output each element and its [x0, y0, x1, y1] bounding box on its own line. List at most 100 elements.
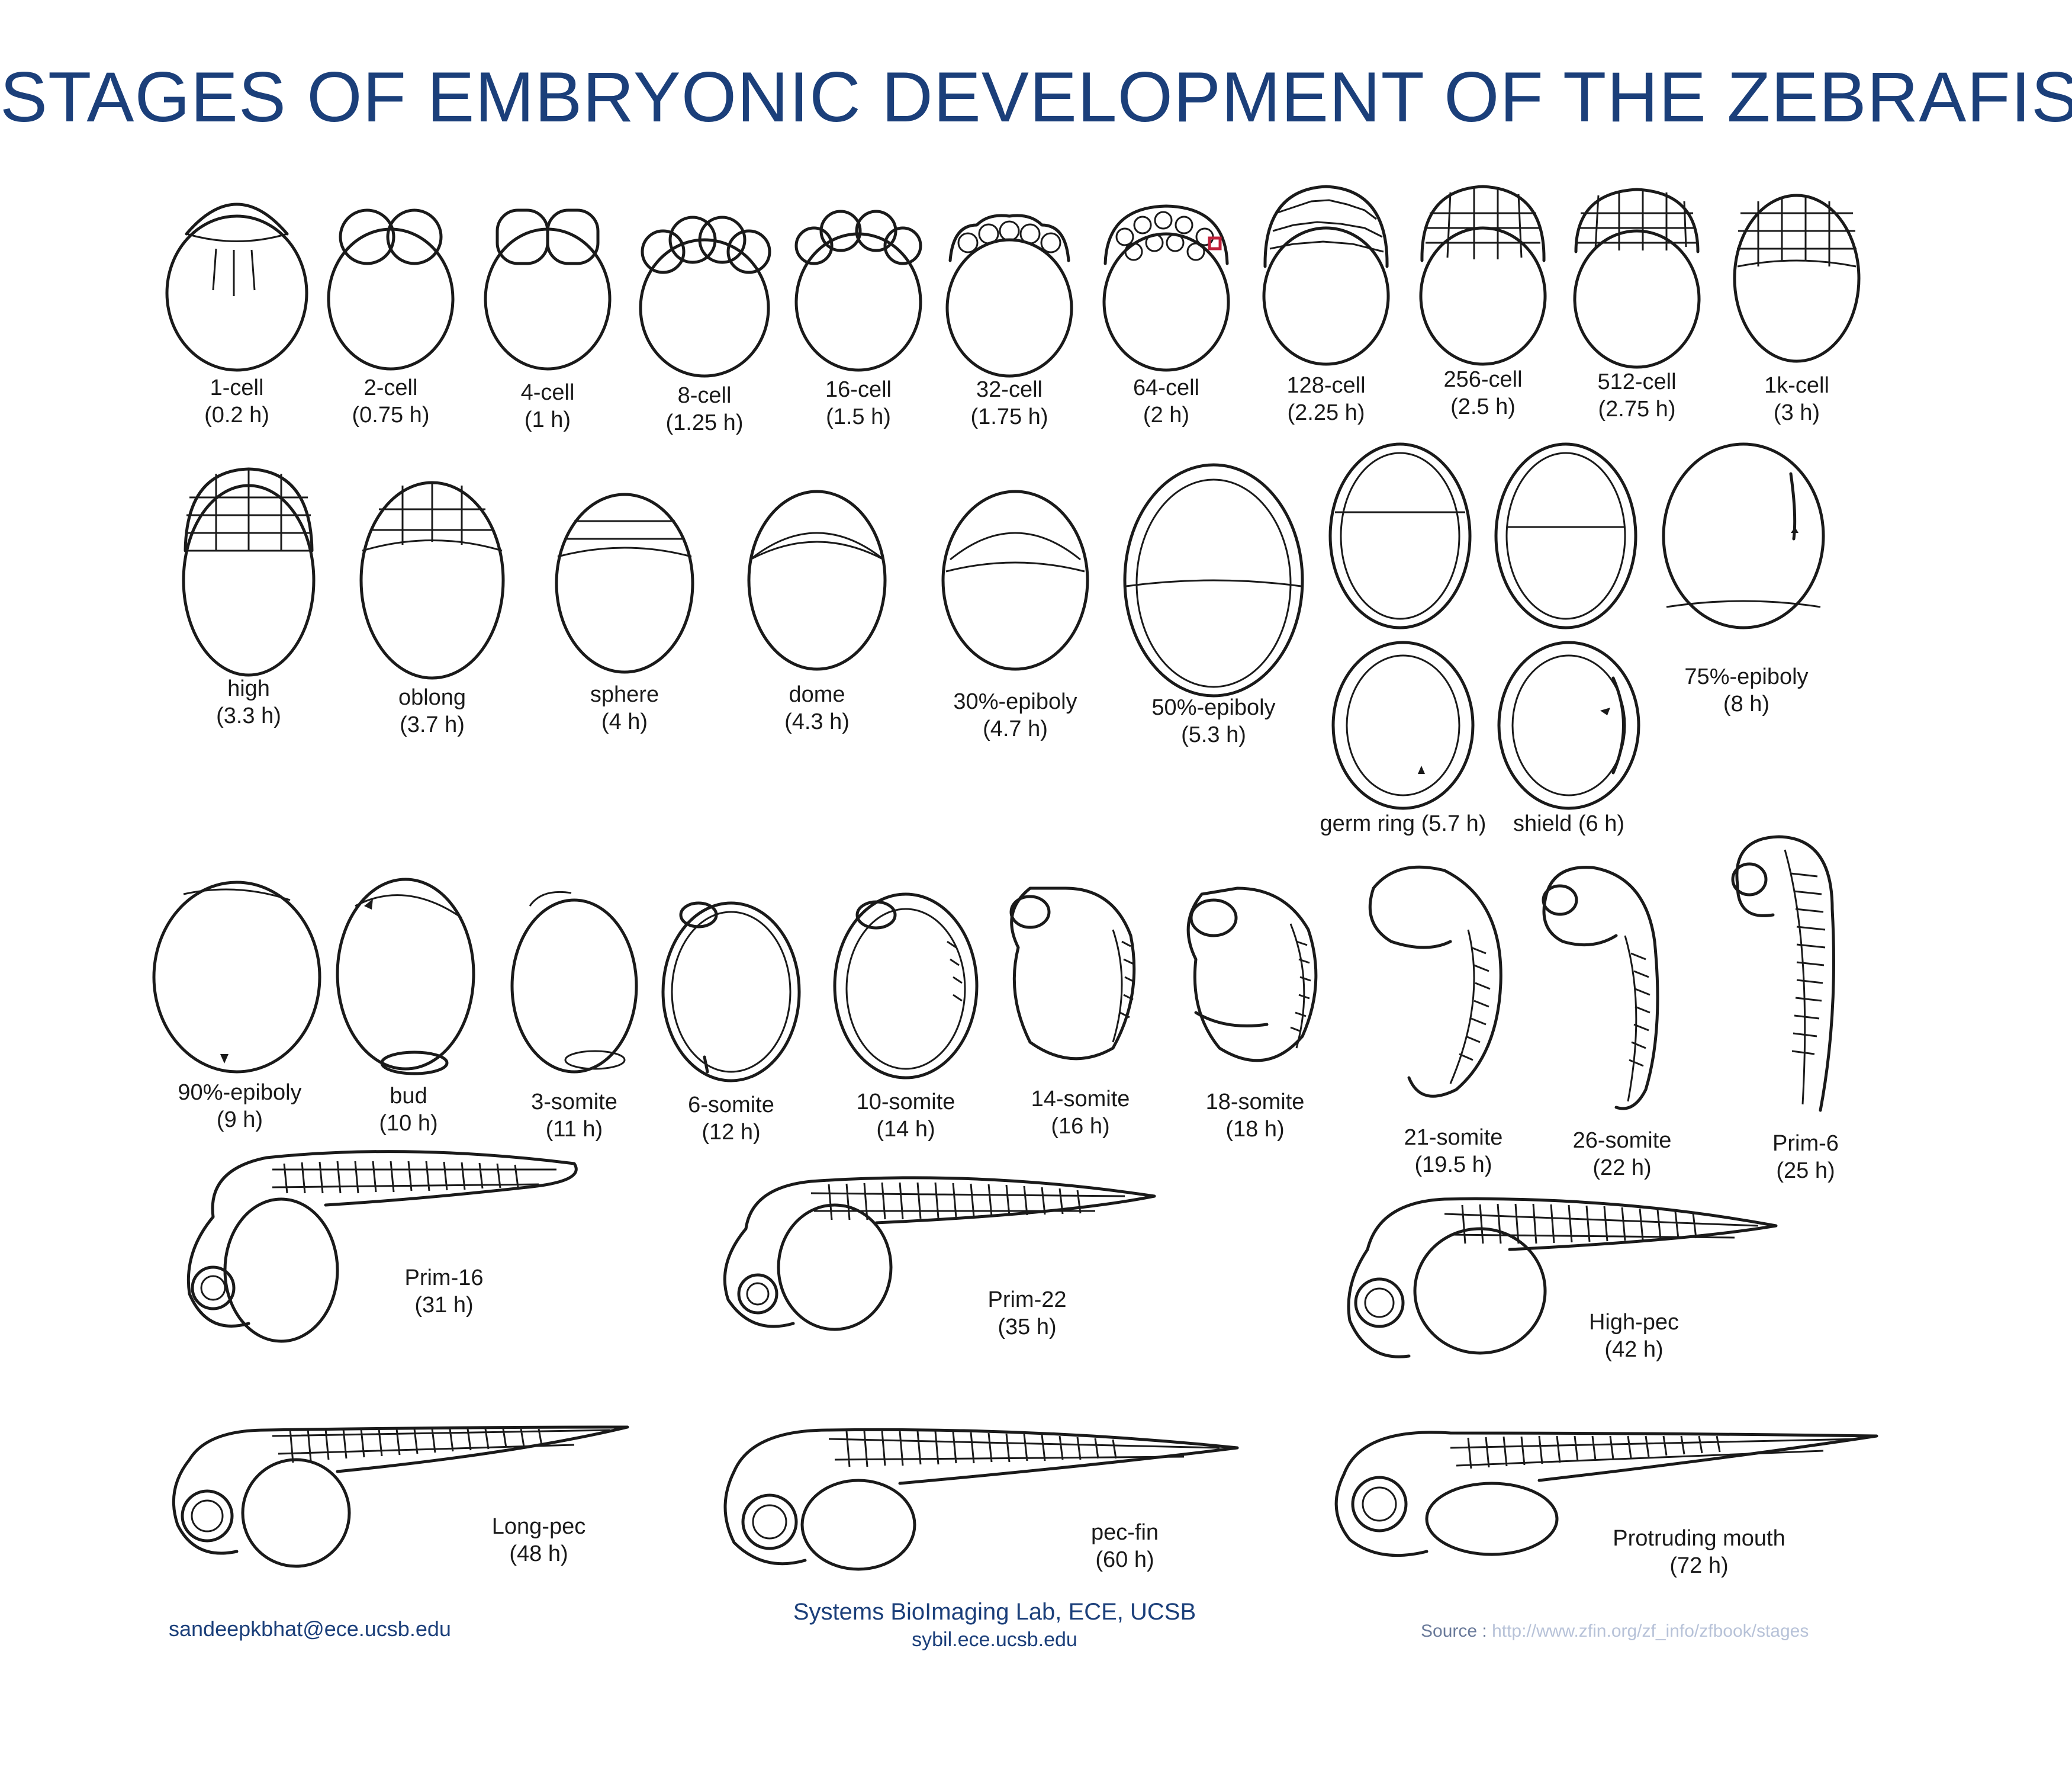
stage-shield — [1495, 637, 1643, 814]
stage-germ-ring — [1329, 637, 1477, 814]
embryo-drawing — [1494, 442, 1637, 629]
embryo-drawing — [1573, 188, 1701, 369]
stage-label: Long-pec (48 h) — [491, 1514, 586, 1566]
stage-3-somite — [506, 882, 642, 1078]
stage-label: oblong (3.7 h) — [398, 685, 466, 737]
embryo-drawing — [152, 881, 321, 1074]
embryo-drawing — [336, 878, 475, 1075]
stage-10-somite — [829, 882, 983, 1084]
stage-long-pec — [160, 1418, 633, 1572]
embryo-drawing — [639, 216, 771, 378]
embryo-drawing — [484, 208, 612, 371]
embryo-drawing — [359, 481, 505, 680]
embryo-drawing — [1368, 865, 1502, 1098]
stage-8-cell — [636, 201, 773, 379]
source-label: Source : — [1421, 1621, 1487, 1641]
stage-label: 256-cell (2.5 h) — [1443, 367, 1523, 419]
stage-4-cell — [482, 195, 613, 373]
embryo-drawing — [723, 1428, 1239, 1571]
stage-30-epiboly — [935, 471, 1095, 672]
stage-shield-top — [1489, 438, 1643, 634]
stage-label: high (3.3 h) — [216, 676, 281, 728]
embryo-drawing — [1497, 641, 1640, 810]
stage-prim-16 — [172, 1146, 586, 1347]
stage-label: 21-somite (19.5 h) — [1404, 1125, 1503, 1177]
stage-prim-22 — [710, 1170, 1160, 1347]
stage-label: 32-cell (1.75 h) — [970, 377, 1048, 429]
stage-label: dome (4.3 h) — [784, 682, 850, 734]
stage-64-cell — [1098, 195, 1234, 373]
stage-label: pec-fin (60 h) — [1090, 1520, 1159, 1572]
embryo-drawing — [833, 892, 979, 1080]
stage-128-cell — [1258, 178, 1394, 367]
stage-50-epiboly — [1119, 459, 1308, 702]
stage-18-somite — [1172, 876, 1332, 1084]
embryo-drawing — [1731, 835, 1835, 1112]
stage-26-somite — [1527, 853, 1693, 1125]
stage-6-somite — [657, 888, 805, 1084]
embryo-drawing — [1542, 866, 1659, 1110]
stage-512-cell — [1569, 181, 1705, 370]
stage-label: 30%-epiboly (4.7 h) — [953, 689, 1077, 741]
stage-1-cell — [163, 184, 311, 373]
lab-name: Systems BioImaging Lab, ECE, UCSB — [793, 1599, 1196, 1625]
stage-label: 26-somite (22 h) — [1572, 1128, 1672, 1180]
stage-sphere — [551, 474, 699, 675]
stage-dome — [743, 471, 891, 672]
stage-1k-cell — [1729, 178, 1865, 367]
stage-21-somite — [1350, 853, 1527, 1113]
stage-256-cell — [1415, 178, 1551, 367]
embryo-drawing — [945, 214, 1073, 378]
embryo-drawing — [1347, 1197, 1778, 1358]
stage-label: 50%-epiboly (5.3 h) — [1151, 695, 1276, 747]
stage-label: 14-somite (16 h) — [1031, 1087, 1130, 1139]
stage-label: 1-cell (0.2 h) — [204, 375, 269, 428]
embryo-drawing — [1123, 463, 1304, 698]
stage-label: 16-cell (1.5 h) — [825, 377, 892, 429]
stage-label: 1k-cell (3 h) — [1764, 373, 1829, 425]
stage-label: 90%-epiboly (9 h) — [178, 1080, 302, 1132]
embryo-drawing — [165, 203, 308, 372]
embryo-drawing — [327, 208, 455, 371]
stage-label: 512-cell (2.75 h) — [1597, 370, 1677, 422]
stage-label: shield (6 h) — [1513, 811, 1624, 836]
stage-90-epiboly — [148, 876, 326, 1078]
embryo-drawing — [1419, 185, 1547, 366]
stage-75-epiboly — [1655, 438, 1832, 634]
stage-label: Prim-6 (25 h) — [1772, 1131, 1839, 1183]
embryo-drawing — [1328, 442, 1472, 629]
stage-label: 128-cell (2.25 h) — [1286, 373, 1366, 425]
stage-pec-fin — [710, 1424, 1243, 1572]
embryo-drawing — [1009, 886, 1136, 1061]
stage-label: 3-somite (11 h) — [531, 1090, 617, 1142]
stage-16-cell — [790, 195, 926, 373]
embryo-drawing — [941, 490, 1089, 671]
stage-32-cell — [941, 201, 1077, 379]
stage-label: 2-cell (0.75 h) — [352, 375, 430, 428]
page-title: STAGES OF EMBRYONIC DEVELOPMENT OF THE Z… — [0, 57, 2072, 137]
stage-label: 6-somite (12 h) — [688, 1093, 774, 1145]
stage-label: Prim-16 (31 h) — [404, 1265, 484, 1318]
stage-14-somite — [995, 876, 1154, 1084]
stage-label: 4-cell (1 h) — [520, 380, 575, 432]
embryo-drawing — [661, 901, 801, 1082]
stage-label: 18-somite (18 h) — [1205, 1090, 1305, 1142]
embryo-drawing — [1334, 1431, 1878, 1557]
embryo-drawing — [1102, 204, 1230, 372]
contact-email: sandeepkbhat@ece.ucsb.edu — [169, 1617, 451, 1641]
stage-label: bud (10 h) — [379, 1084, 438, 1136]
source-credit: Source : http://www.zfin.org/zf_info/zfb… — [1421, 1621, 1809, 1641]
stage-label: germ ring (5.7 h) — [1320, 811, 1487, 836]
stage-high — [175, 462, 323, 681]
embryo-drawing — [723, 1176, 1156, 1331]
lab-website: sybil.ece.ucsb.edu — [912, 1628, 1077, 1651]
red-marker-icon — [1208, 236, 1222, 250]
source-url: http://www.zfin.org/zf_info/zfbook/stage… — [1492, 1621, 1809, 1641]
stage-label: Prim-22 (35 h) — [987, 1287, 1067, 1339]
embryo-drawing — [1262, 185, 1390, 366]
stage-prim-6 — [1714, 826, 1856, 1134]
stage-label: sphere (4 h) — [590, 682, 659, 734]
stage-label: Protruding mouth (72 h) — [1613, 1526, 1785, 1578]
embryo-drawing — [182, 467, 316, 677]
embryo-drawing — [510, 891, 638, 1074]
